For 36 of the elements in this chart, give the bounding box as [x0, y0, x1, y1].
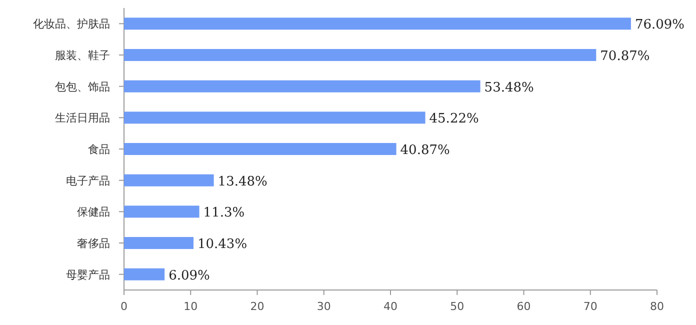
y-tick-label: 化妆品、护肤品: [33, 18, 110, 31]
bar: [124, 18, 631, 30]
x-tick-label: 60: [516, 300, 531, 313]
y-tick-label: 生活日用品: [55, 112, 110, 125]
y-tick-label: 母婴产品: [66, 268, 110, 282]
data-label: 45.22%: [429, 112, 479, 127]
y-tick-label: 电子产品: [66, 174, 110, 188]
data-label: 11.3%: [203, 206, 245, 221]
x-tick-label: 10: [184, 300, 198, 313]
x-tick-label: 30: [316, 300, 331, 313]
bar: [124, 143, 396, 155]
y-tick-label: 食品: [88, 143, 110, 156]
y-tick-label: 保健品: [77, 206, 110, 219]
x-tick-label: 80: [650, 300, 664, 313]
data-label: 13.48%: [218, 174, 268, 190]
bar: [124, 206, 200, 218]
bar: [124, 80, 480, 92]
y-tick-label: 奢侈品: [77, 237, 110, 250]
data-label: 6.09%: [168, 268, 210, 284]
y-tick-label: 服装、鞋子: [55, 49, 110, 62]
y-tick-label: 包包、饰品: [55, 80, 110, 94]
bar: [124, 174, 214, 186]
bar: [124, 49, 596, 61]
data-label: 53.48%: [484, 80, 534, 96]
x-tick-label: 70: [583, 300, 598, 313]
data-label: 70.87%: [600, 49, 650, 64]
x-tick-label: 0: [120, 300, 128, 313]
bar: [124, 112, 426, 124]
x-tick-label: 40: [384, 300, 398, 313]
bar: [124, 237, 194, 249]
x-tick-label: 20: [250, 300, 264, 313]
data-label: 10.43%: [197, 237, 248, 252]
x-tick-label: 50: [450, 300, 464, 313]
bar: [124, 268, 165, 280]
data-label: 40.87%: [400, 143, 450, 158]
data-label: 76.09%: [634, 18, 685, 33]
